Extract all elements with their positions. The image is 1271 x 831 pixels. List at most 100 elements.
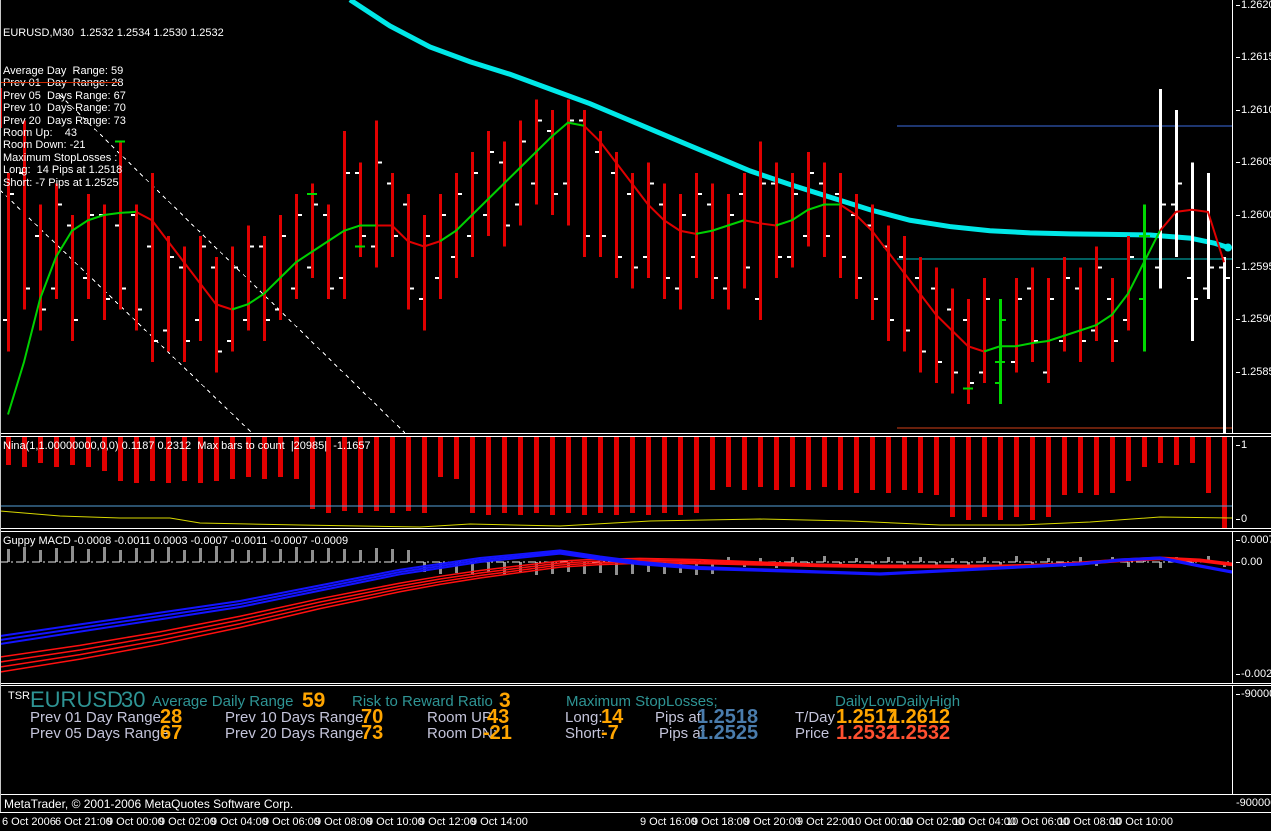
tsr-prev-10-days-range: Prev 10 Days Range [225, 709, 364, 726]
time-label: 9 Oct 06:00 [263, 816, 320, 828]
time-label: 9 Oct 08:00 [315, 816, 372, 828]
nina-indicator-pane[interactable]: Nina(1,1.00000000,0,0) 0.1187 0.2312 Max… [0, 437, 1271, 528]
tsr-room-up: Room UP [427, 709, 493, 726]
price-label: 0.0007 [1235, 534, 1271, 546]
time-label: 10 Oct 08:00 [1058, 816, 1121, 828]
tsr-eurusd: EURUSD [30, 687, 123, 712]
price-axis[interactable]: 1.2620 1.2615 1.2610 1.2605 1.2600 1.2595 1.25… [1232, 0, 1271, 433]
tsr-70: 70 [361, 706, 384, 728]
info-line: Room Down: -21 [3, 139, 86, 152]
tsr-prev-01-day-range: Prev 01 Day Range [30, 709, 161, 726]
info-line: Prev 05 Days Range: 67 [3, 89, 126, 102]
tsr-short: Short: [565, 725, 606, 742]
time-label: 9 Oct 02:00 [159, 816, 216, 828]
info-lines: Average Day Range: 59 Prev 01 Day Range: … [3, 65, 224, 189]
time-label: 9 Oct 14:00 [471, 816, 528, 828]
time-label: 9 Oct 22:00 [797, 816, 854, 828]
tsr-axis[interactable]: -9000000 [1232, 686, 1271, 794]
tsr-43: 43 [487, 706, 510, 728]
tsr-1-2518: 1.2518 [697, 706, 759, 728]
time-label: 6 Oct 2006 [2, 816, 56, 828]
time-label: 10 Oct 10:00 [1110, 816, 1173, 828]
time-label: 9 Oct 20:00 [744, 816, 801, 828]
info-line: Short: -7 Pips at 1.2525 [3, 176, 119, 189]
info-line: Long: 14 Pips at 1.2518 [3, 164, 123, 177]
tsr-28: 28 [160, 706, 183, 728]
tsr-3: 3 [499, 689, 511, 712]
pane-separator[interactable] [0, 683, 1271, 686]
tsr-prev-05-days-range: Prev 05 Days Range [30, 725, 169, 742]
macd-chart [0, 546, 1232, 673]
info-line: Prev 01 Day Range: 28 [3, 77, 124, 90]
tsr-long: Long: [565, 709, 603, 726]
price-label: 1.2605 [1235, 156, 1271, 168]
price-label: -0.0026 [1235, 668, 1271, 680]
info-line: Maximum StopLosses : [3, 151, 118, 164]
price-label: 1.2610 [1235, 104, 1271, 116]
window-left-border [0, 0, 1, 812]
time-label: 9 Oct 16:00 [640, 816, 697, 828]
tsr-dashboard-pane[interactable]: TSR EURUSD 30 Average Daily Range 59 Risk to … [0, 686, 1271, 794]
macd-indicator-pane[interactable]: Guppy MACD -0.0008 -0.0011 0.0003 -0.000… [0, 532, 1271, 683]
time-label: 9 Oct 00:00 [107, 816, 164, 828]
room-up-strike-line [0, 82, 120, 83]
tsr-1-2517: 1.2517 [836, 706, 898, 728]
info-line: Prev 20 Days Range: 73 [3, 114, 126, 127]
tsr-14: 14 [601, 706, 624, 728]
tsr-1-2525: 1.2525 [697, 722, 759, 744]
time-label: 6 Oct 21:00 [55, 816, 112, 828]
tsr-axis-bottom-label: -9000000 [1236, 797, 1271, 809]
tsr-pips-at: Pips at [655, 709, 701, 726]
price-label: 1.2595 [1235, 261, 1271, 273]
price-label: 0.00 [1235, 556, 1262, 568]
time-label: 9 Oct 12:00 [419, 816, 476, 828]
price-label: 1.2620 [1235, 0, 1271, 11]
macd-indicator-label: Guppy MACD -0.0008 -0.0011 0.0003 -0.000… [3, 535, 349, 547]
info-line: Prev 10 Days Range: 70 [3, 102, 126, 115]
main-chart-pane[interactable]: EURUSD,M30 1.2532 1.2534 1.2530 1.2532 A… [0, 0, 1271, 433]
tsr-risk-to-reward-ratio: Risk to Reward Ratio [352, 693, 493, 710]
tsr-59: 59 [302, 689, 326, 712]
tsr-axis-top-label: -9000000 [1235, 688, 1271, 700]
price-chart [0, 0, 1232, 433]
tsr-t-day: T/Day [795, 709, 836, 726]
time-label: 9 Oct 18:00 [692, 816, 749, 828]
macd-axis[interactable]: 0.0007 0.00 -0.0026 [1232, 532, 1271, 683]
pane-separator[interactable] [0, 528, 1271, 532]
indicator-info-panel: EURUSD,M30 1.2532 1.2534 1.2530 1.2532 A… [0, 2, 224, 226]
tsr-average-daily-range: Average Daily Range [152, 693, 294, 710]
nina-histogram [0, 437, 1232, 528]
tsr-room-dn: Room DN: [427, 725, 498, 742]
nina-indicator-label: Nina(1,1.00000000,0,0) 0.1187 0.2312 Max… [3, 440, 371, 452]
tsr-21: -21 [483, 722, 512, 744]
tsr-maximum-stoplosses: Maximum StopLosses; [566, 693, 718, 710]
tsr-dailylowdailyhigh: DailyLowDailyHigh [835, 693, 961, 710]
copyright-text: MetaTrader, © 2001-2006 MetaQuotes Softw… [4, 797, 294, 811]
time-label: 10 Oct 00:00 [849, 816, 912, 828]
time-axis[interactable]: 6 Oct 2006 6 Oct 21:00 9 Oct 00:00 9 Oct 02… [0, 812, 1271, 831]
tsr-1-2532: 1.2532 [836, 722, 898, 744]
time-label: 10 Oct 06:00 [1006, 816, 1069, 828]
time-label: 10 Oct 04:00 [953, 816, 1016, 828]
price-label: 0 [1235, 513, 1247, 525]
price-label: 1.2615 [1235, 51, 1271, 63]
time-label: 10 Oct 02:00 [901, 816, 964, 828]
time-label: 9 Oct 04:00 [211, 816, 268, 828]
tsr-pips-at: Pips at [659, 725, 705, 742]
time-label: 9 Oct 10:00 [367, 816, 424, 828]
tsr-73: 73 [361, 722, 384, 744]
status-bar: MetaTrader, © 2001-2006 MetaQuotes Softw… [0, 794, 1271, 812]
price-label: 1.2585 [1235, 366, 1271, 378]
tsr-price: Price [795, 725, 830, 742]
price-label: 1.2590 [1235, 313, 1271, 325]
price-label: 1 [1235, 439, 1247, 451]
pane-separator[interactable] [0, 433, 1271, 437]
tsr-67: 67 [160, 722, 183, 744]
tsr-1-2532: 1.2532 [889, 722, 951, 744]
tsr-tsr: TSR [8, 690, 30, 702]
info-line: Room Up: 43 [3, 127, 77, 140]
tsr-7: -7 [601, 722, 619, 744]
tsr-prev-20-days-range: Prev 20 Days Range [225, 725, 364, 742]
